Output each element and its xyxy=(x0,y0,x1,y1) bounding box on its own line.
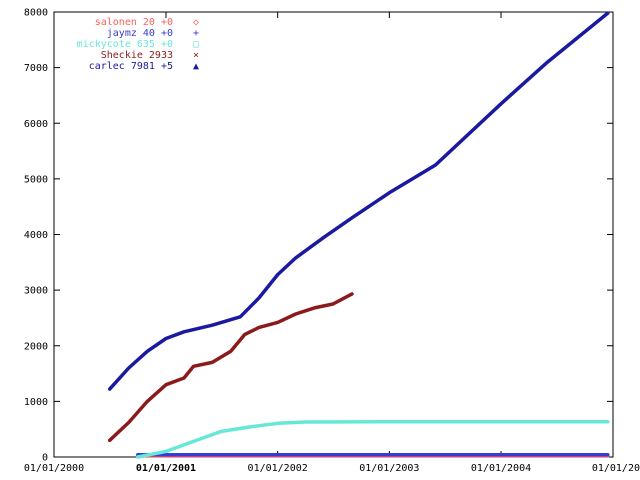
y-tick-label: 6000 xyxy=(24,119,48,130)
legend-marker-icon: ▲ xyxy=(193,61,199,72)
x-tick-label: 01/01/2001 xyxy=(136,463,196,474)
legend-marker-icon: × xyxy=(193,50,199,61)
x-axis-ticks: 01/01/2000 01/01/2001 01/01/2002 01/01/2003… xyxy=(24,12,640,474)
y-axis-ticks: 0 1000 2000 3000 4000 5000 6000 7000 8000 xyxy=(24,8,613,464)
legend-entry-label: carlec 7981 +5 xyxy=(89,61,173,72)
legend-entry-label: Sheckie 2933 xyxy=(101,50,173,61)
legend-marker-icon: ◇ xyxy=(193,17,199,28)
legend-marker-icon: □ xyxy=(193,39,199,50)
y-tick-label: 0 xyxy=(42,453,48,464)
y-tick-label: 7000 xyxy=(24,63,48,74)
y-tick-label: 3000 xyxy=(24,286,48,297)
y-tick-label: 2000 xyxy=(24,341,48,352)
series-line-5 xyxy=(107,11,610,391)
x-tick-label: 01/01/20 xyxy=(592,463,640,474)
x-tick-label: 01/01/2002 xyxy=(248,463,308,474)
y-tick-label: 1000 xyxy=(24,397,48,408)
series-line-4 xyxy=(107,292,354,443)
x-tick-label: 01/01/2000 xyxy=(24,463,84,474)
legend-entry-label: mickycote 635 +0 xyxy=(77,39,173,50)
series-line-3 xyxy=(136,419,610,459)
y-tick-label: 8000 xyxy=(24,8,48,19)
legend-marker-icon: + xyxy=(193,28,199,39)
x-tick-label: 01/01/2004 xyxy=(471,463,531,474)
legend-entry-label: salonen 20 +0 xyxy=(95,17,173,28)
legend: salonen 20 +0 ◇ jaymz 40 +0 + mickycote 635 … xyxy=(77,17,199,72)
y-tick-label: 5000 xyxy=(24,174,48,185)
legend-entry-label: jaymz 40 +0 xyxy=(107,28,173,39)
x-tick-label: 01/01/2003 xyxy=(359,463,419,474)
y-tick-label: 4000 xyxy=(24,230,48,241)
series-lines xyxy=(107,11,610,459)
